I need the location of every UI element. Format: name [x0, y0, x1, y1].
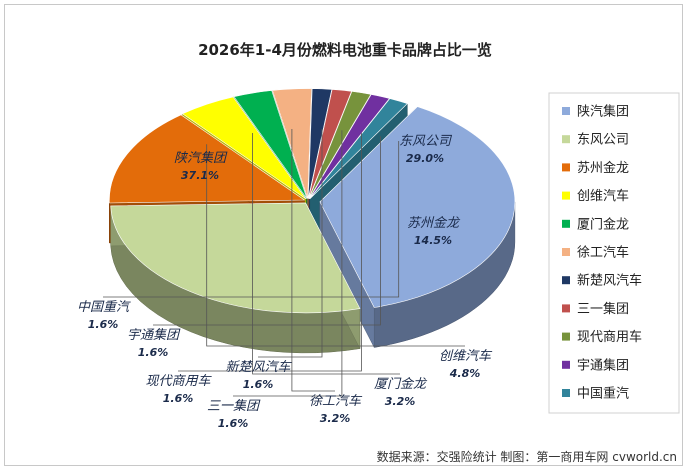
legend-item: 陕汽集团 — [577, 104, 629, 120]
leader-line — [153, 136, 381, 326]
pie-slice-2 — [110, 202, 361, 314]
legend-item: 苏州金龙 — [577, 160, 629, 176]
slice-value: 14.5% — [414, 234, 452, 247]
slice-label: 苏州金龙 — [407, 215, 461, 231]
legend-swatch — [562, 332, 570, 341]
source-note: 数据来源：交强险统计 制图：第一商用车网 cvworld.cn — [377, 449, 677, 464]
slice-label: 现代商用车 — [145, 374, 212, 389]
slice-label: 陕汽集团 — [174, 151, 228, 166]
slice-label: 厦门金龙 — [374, 376, 428, 392]
legend-item: 创维汽车 — [577, 188, 629, 204]
legend-swatch — [562, 248, 570, 256]
slice-label: 东风公司 — [399, 134, 453, 149]
leader-line — [233, 130, 343, 397]
legend-item: 中国重汽 — [577, 386, 629, 402]
legend-swatch — [562, 135, 570, 144]
pie-slices — [109, 88, 516, 354]
slice-value: 37.1% — [181, 169, 219, 182]
chart-frame: 2026年1-4月份燃料电池重卡品牌占比一览 陕汽集团 37.1% 东风公司 29.0… — [4, 4, 683, 466]
legend-swatch — [562, 304, 570, 313]
pie-slice-9 — [308, 91, 372, 199]
slice-value: 29.0% — [406, 152, 444, 165]
pie-chart: 2026年1-4月份燃料电池重卡品牌占比一览 陕汽集团 37.1% 东风公司 29.0… — [77, 41, 680, 464]
legend-item: 新楚风汽车 — [577, 273, 642, 289]
pie-slice-7 — [307, 88, 333, 199]
legend-swatch — [562, 191, 570, 200]
slice-value: 3.2% — [320, 412, 351, 425]
pie-slice-5 — [233, 90, 308, 199]
pie-slice-10 — [309, 94, 391, 199]
slice-label: 宇通集团 — [127, 328, 181, 343]
legend-item: 现代商用车 — [577, 329, 642, 345]
leader-line — [206, 144, 465, 347]
pie-slice-1 — [319, 106, 516, 308]
leader-line — [258, 128, 323, 358]
slice-label: 新楚风汽车 — [225, 360, 292, 375]
slice-value: 1.6% — [218, 417, 249, 430]
leader-line — [252, 133, 400, 375]
legend-item: 宇通集团 — [577, 357, 629, 373]
slice-value: 3.2% — [385, 395, 416, 408]
leader-line — [178, 132, 362, 372]
legend-item: 东风公司 — [577, 133, 629, 148]
slice-label: 创维汽车 — [439, 349, 493, 364]
chart-title: 2026年1-4月份燃料电池重卡品牌占比一览 — [198, 41, 492, 59]
slice-value: 1.6% — [138, 346, 169, 359]
slice-value: 1.6% — [243, 378, 274, 391]
slice-labels: 陕汽集团 37.1% 东风公司 29.0% 苏州金龙 14.5% 创维汽车 4.8% 厦门金龙 3… — [77, 134, 493, 430]
legend-item: 徐工汽车 — [577, 245, 629, 261]
legend-swatch — [562, 389, 570, 397]
legend-item: 厦门金龙 — [577, 216, 629, 232]
pie-slice-11 — [309, 98, 408, 200]
leader-lines — [103, 128, 465, 397]
legend-swatch — [562, 276, 570, 285]
pie-slice-4 — [181, 96, 307, 200]
slice-value: 1.6% — [88, 318, 119, 331]
leader-line — [291, 129, 335, 392]
leader-line — [103, 141, 400, 298]
legend-swatch — [562, 219, 570, 228]
slice-value: 4.8% — [449, 367, 481, 380]
slice-label: 三一集团 — [207, 399, 261, 414]
pie-slice-8 — [308, 89, 352, 199]
legend-swatch — [562, 360, 570, 369]
slice-label: 中国重汽 — [77, 300, 131, 315]
slice-label: 徐工汽车 — [309, 394, 363, 409]
slice-value: 1.6% — [163, 392, 194, 405]
legend-swatch — [562, 107, 570, 115]
legend-item: 三一集团 — [577, 301, 629, 317]
legend: 陕汽集团东风公司苏州金龙创维汽车厦门金龙徐工汽车新楚风汽车三一集团现代商用车宇通… — [562, 104, 642, 402]
legend-box — [548, 92, 680, 414]
legend-swatch — [562, 163, 570, 172]
